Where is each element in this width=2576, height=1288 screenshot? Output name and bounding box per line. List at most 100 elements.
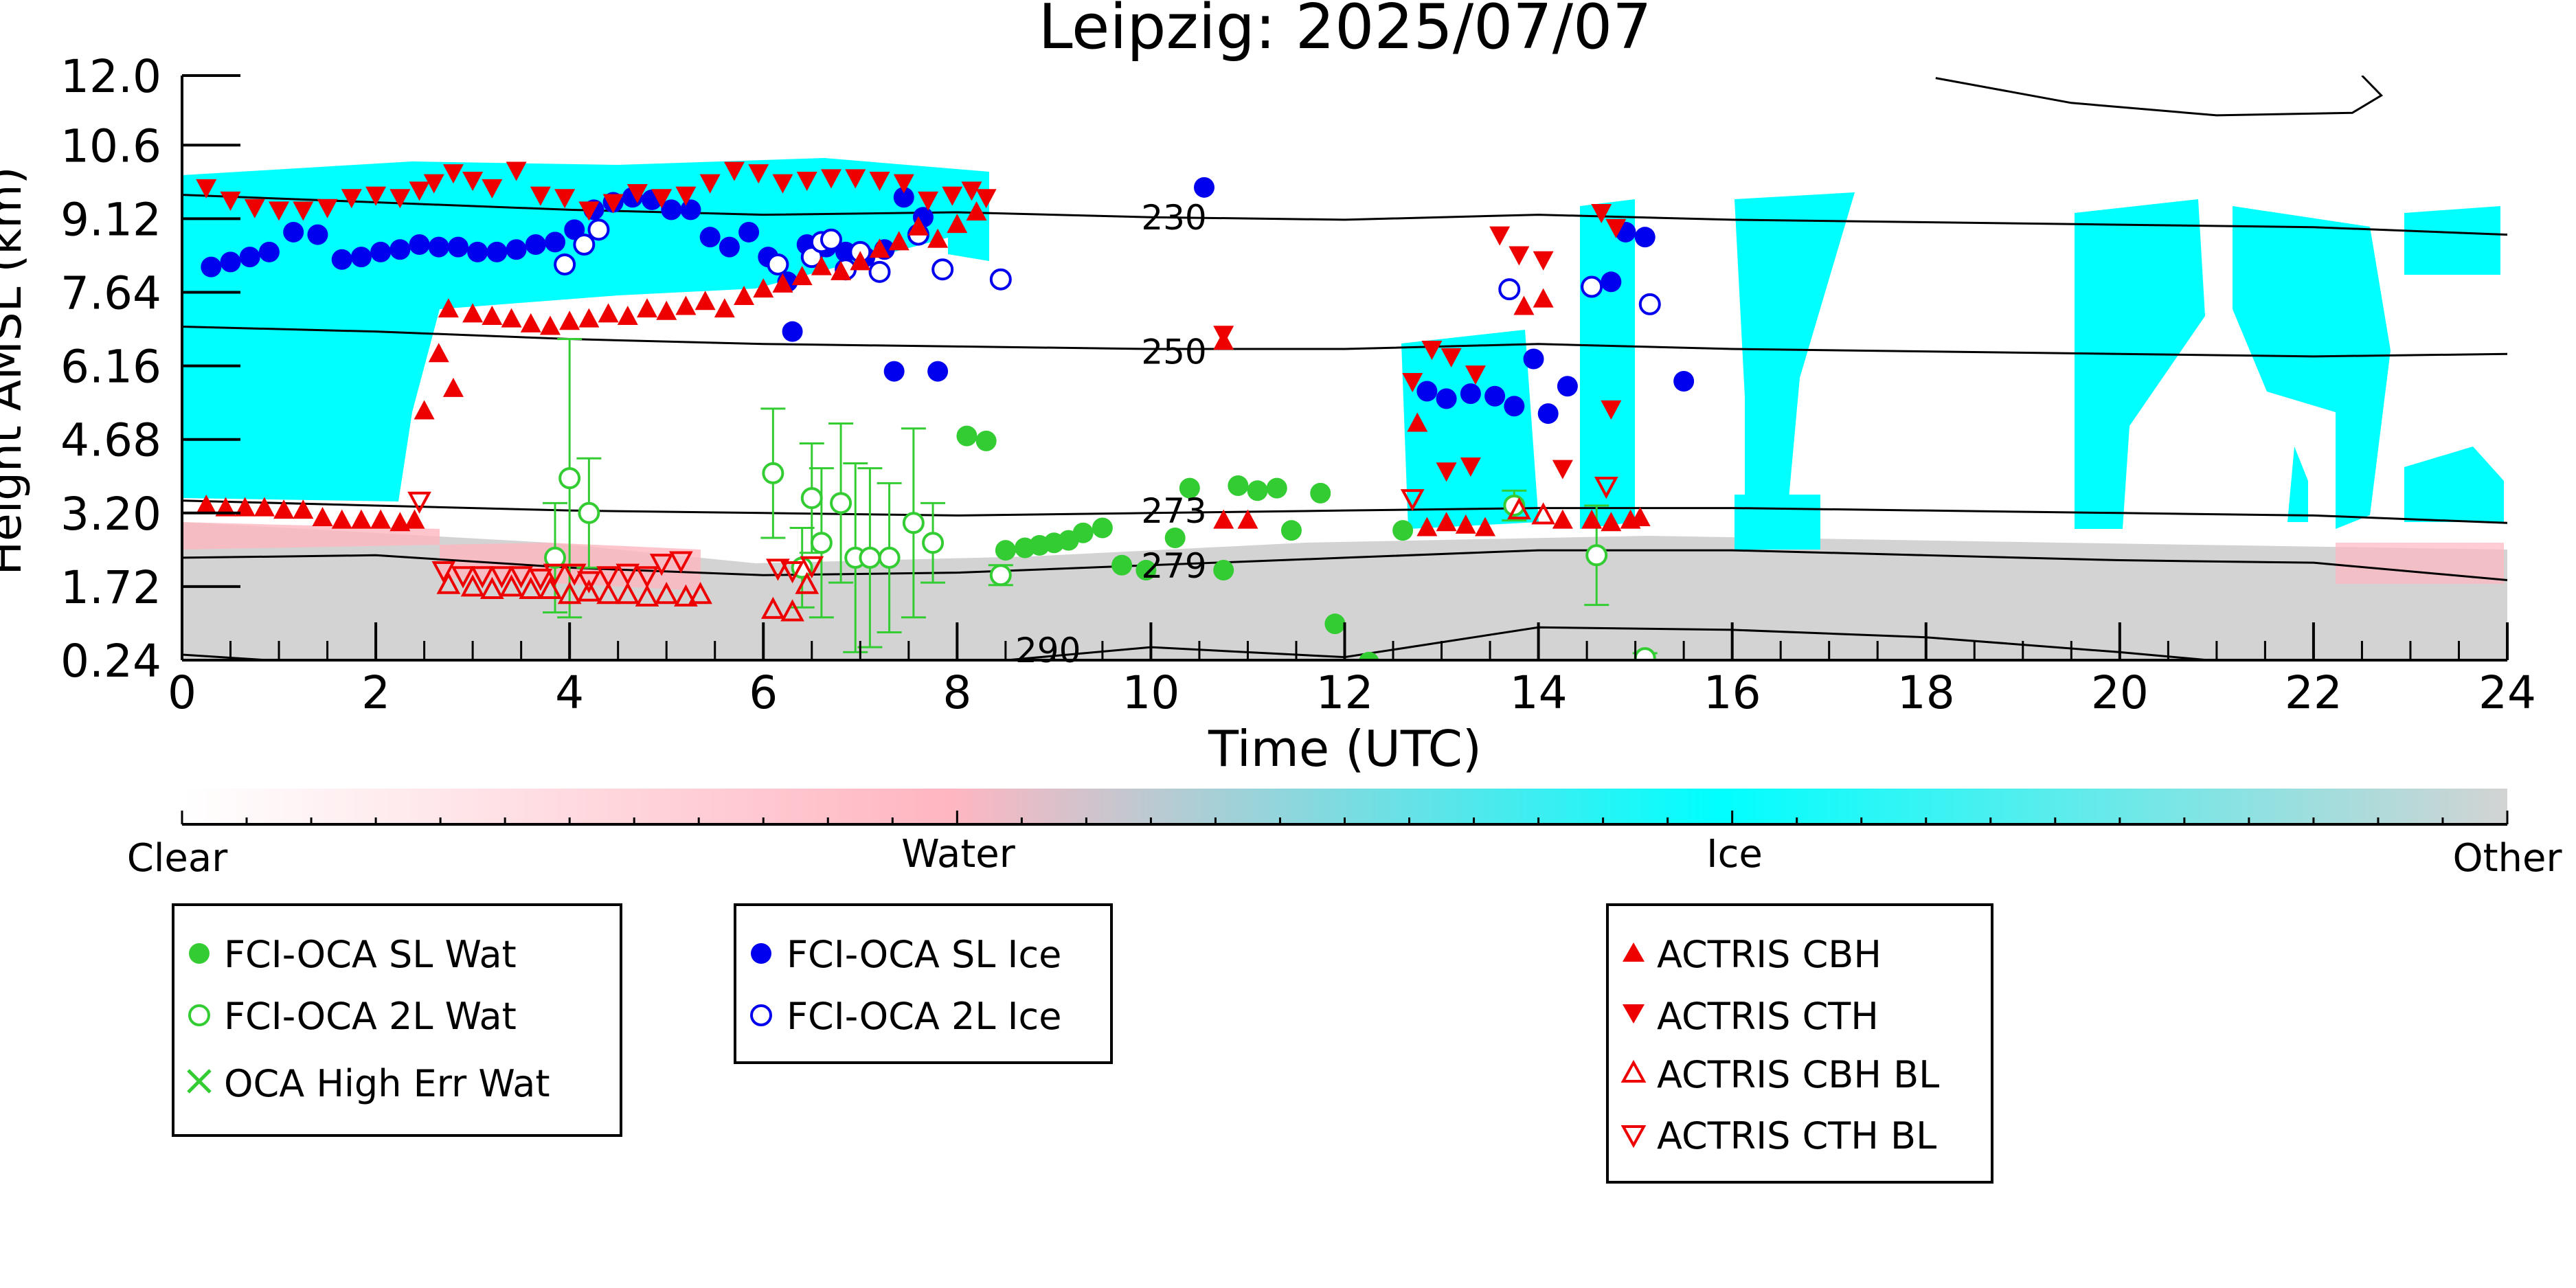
data-point-actris-cbh [675,295,697,315]
data-point-fci-oca-sl-ice [1537,403,1559,425]
data-point-actris-cth-bl [780,561,804,584]
y-tick-label: 6.16 [60,341,161,394]
data-point-actris-cth-bl [509,566,533,589]
x-tick-label: 24 [2478,666,2536,719]
data-point-fci-oca-2l-wat [859,546,881,569]
data-point-fci-oca-sl-ice [486,241,508,262]
data-point-actris-cth-bl [528,568,553,591]
data-point-fci-oca-sl-wat [1164,527,1186,548]
data-point-actris-cth [675,186,697,206]
data-point-actris-cth [942,186,963,206]
data-point-fci-oca-sl-wat [995,540,1016,561]
data-point-actris-cth [918,191,939,211]
data-point-fci-oca-sl-wat [1111,554,1133,576]
data-point-fci-oca-2l-ice [820,228,842,251]
legend-open-triangle-down-icon [1620,1125,1647,1149]
data-point-actris-cth [820,169,841,189]
data-point-actris-cth-bl [649,554,674,576]
legend-label: FCI-OCA SL Ice [787,933,1061,976]
data-point-fci-oca-sl-ice [447,236,468,258]
data-point-actris-cbh [831,260,852,280]
legend-label: FCI-OCA 2L Wat [224,995,517,1038]
data-point-actris-cbh [734,286,755,306]
data-point-fci-oca-2l-wat [902,512,925,534]
x-tick-label: 10 [1122,666,1179,719]
data-point-actris-cth [1440,348,1462,368]
data-point-fci-oca-sl-ice [220,251,241,273]
data-point-fci-oca-sl-wat [1092,517,1113,539]
data-point-actris-cbh [462,303,484,323]
data-point-actris-cbh [404,509,425,529]
data-point-actris-cbh [907,216,929,236]
data-point-actris-cth [317,199,338,218]
legend-label: ACTRIS CBH [1657,933,1882,976]
data-point-actris-cbh [947,214,968,234]
data-point-actris-cbh [1601,512,1622,532]
data-point-actris-cbh [350,509,372,529]
x-tick-label: 6 [749,666,778,719]
data-point-actris-cth [699,174,721,194]
data-point-fci-oca-sl-ice [283,221,304,242]
data-point-actris-cth [1465,365,1486,385]
ice-class-region [2404,447,2504,522]
y-tick-label: 0.24 [60,635,161,688]
colorbar-label-water: Water [901,832,1016,877]
data-point-actris-cth [1402,373,1423,393]
water-class-region [182,522,701,591]
legend-label: FCI-OCA SL Wat [224,933,517,976]
data-point-actris-cbh [791,266,813,286]
data-point-fci-oca-sl-wat [956,425,978,447]
data-point-actris-cth [1533,251,1554,271]
data-point-actris-cth [1552,460,1573,479]
x-tick-label: 8 [942,666,971,719]
data-point-actris-cth [748,164,769,184]
data-point-actris-cbh [694,291,716,310]
data-point-actris-cbh [927,228,949,248]
data-point-actris-cth [1601,400,1622,420]
data-point-actris-cbh [714,298,735,318]
data-point-actris-cbh [1475,517,1496,536]
data-point-actris-cth-bl [470,566,495,589]
data-point-actris-cth [626,184,648,204]
isotherm-line [1935,76,2384,117]
classification-shading [182,158,2507,660]
data-point-actris-cbh [442,377,464,397]
legend-water: FCI-OCA SL Wat FCI-OCA 2L Wat OCA High E… [172,903,622,1137]
isotherm-line [182,499,2507,524]
data-point-actris-cth-bl [615,563,640,586]
data-point-fci-oca-sl-ice [1504,396,1525,417]
data-point-fci-oca-2l-ice [587,218,610,241]
data-point-actris-cbh-bl [436,572,461,594]
data-point-actris-cth [723,161,745,181]
data-point-fci-oca-sl-ice [883,361,905,382]
data-point-actris-cbh [293,499,314,519]
data-point-fci-oca-2l-wat [578,501,600,524]
data-point-fci-oca-2l-ice [1498,278,1521,301]
data-point-fci-oca-sl-ice [331,249,352,270]
data-point-fci-oca-sl-ice [258,241,280,262]
data-point-actris-cbh [1513,295,1535,315]
y-tick-label: 4.68 [60,414,161,467]
data-point-actris-cbh [520,313,541,332]
data-point-actris-cth [1421,341,1443,361]
data-point-actris-cbh [1552,509,1573,529]
data-point-fci-oca-sl-ice [738,221,760,242]
data-point-actris-cbh [888,231,909,251]
data-point-actris-cth-bl [1400,489,1425,512]
data-point-actris-cth [1460,457,1481,477]
data-point-fci-oca-sl-ice [307,224,328,245]
data-point-fci-oca-sl-ice [1484,385,1506,407]
data-point-actris-cbh-bl [761,596,785,619]
colorbar-ticks [181,811,2509,824]
ice-class-region [2233,206,2391,529]
data-point-actris-cbh [598,303,619,323]
x-tick-label: 22 [2285,666,2342,719]
legend-ice: FCI-OCA SL Ice FCI-OCA 2L Ice [734,903,1113,1064]
data-point-fci-oca-2l-wat [800,487,823,510]
data-point-actris-cbh [1629,507,1651,527]
data-point-fci-oca-sl-ice [927,361,949,382]
data-point-fci-oca-sl-ice [699,227,721,248]
data-point-fci-oca-2l-ice [767,253,789,275]
y-tick-label: 3.20 [60,488,161,541]
